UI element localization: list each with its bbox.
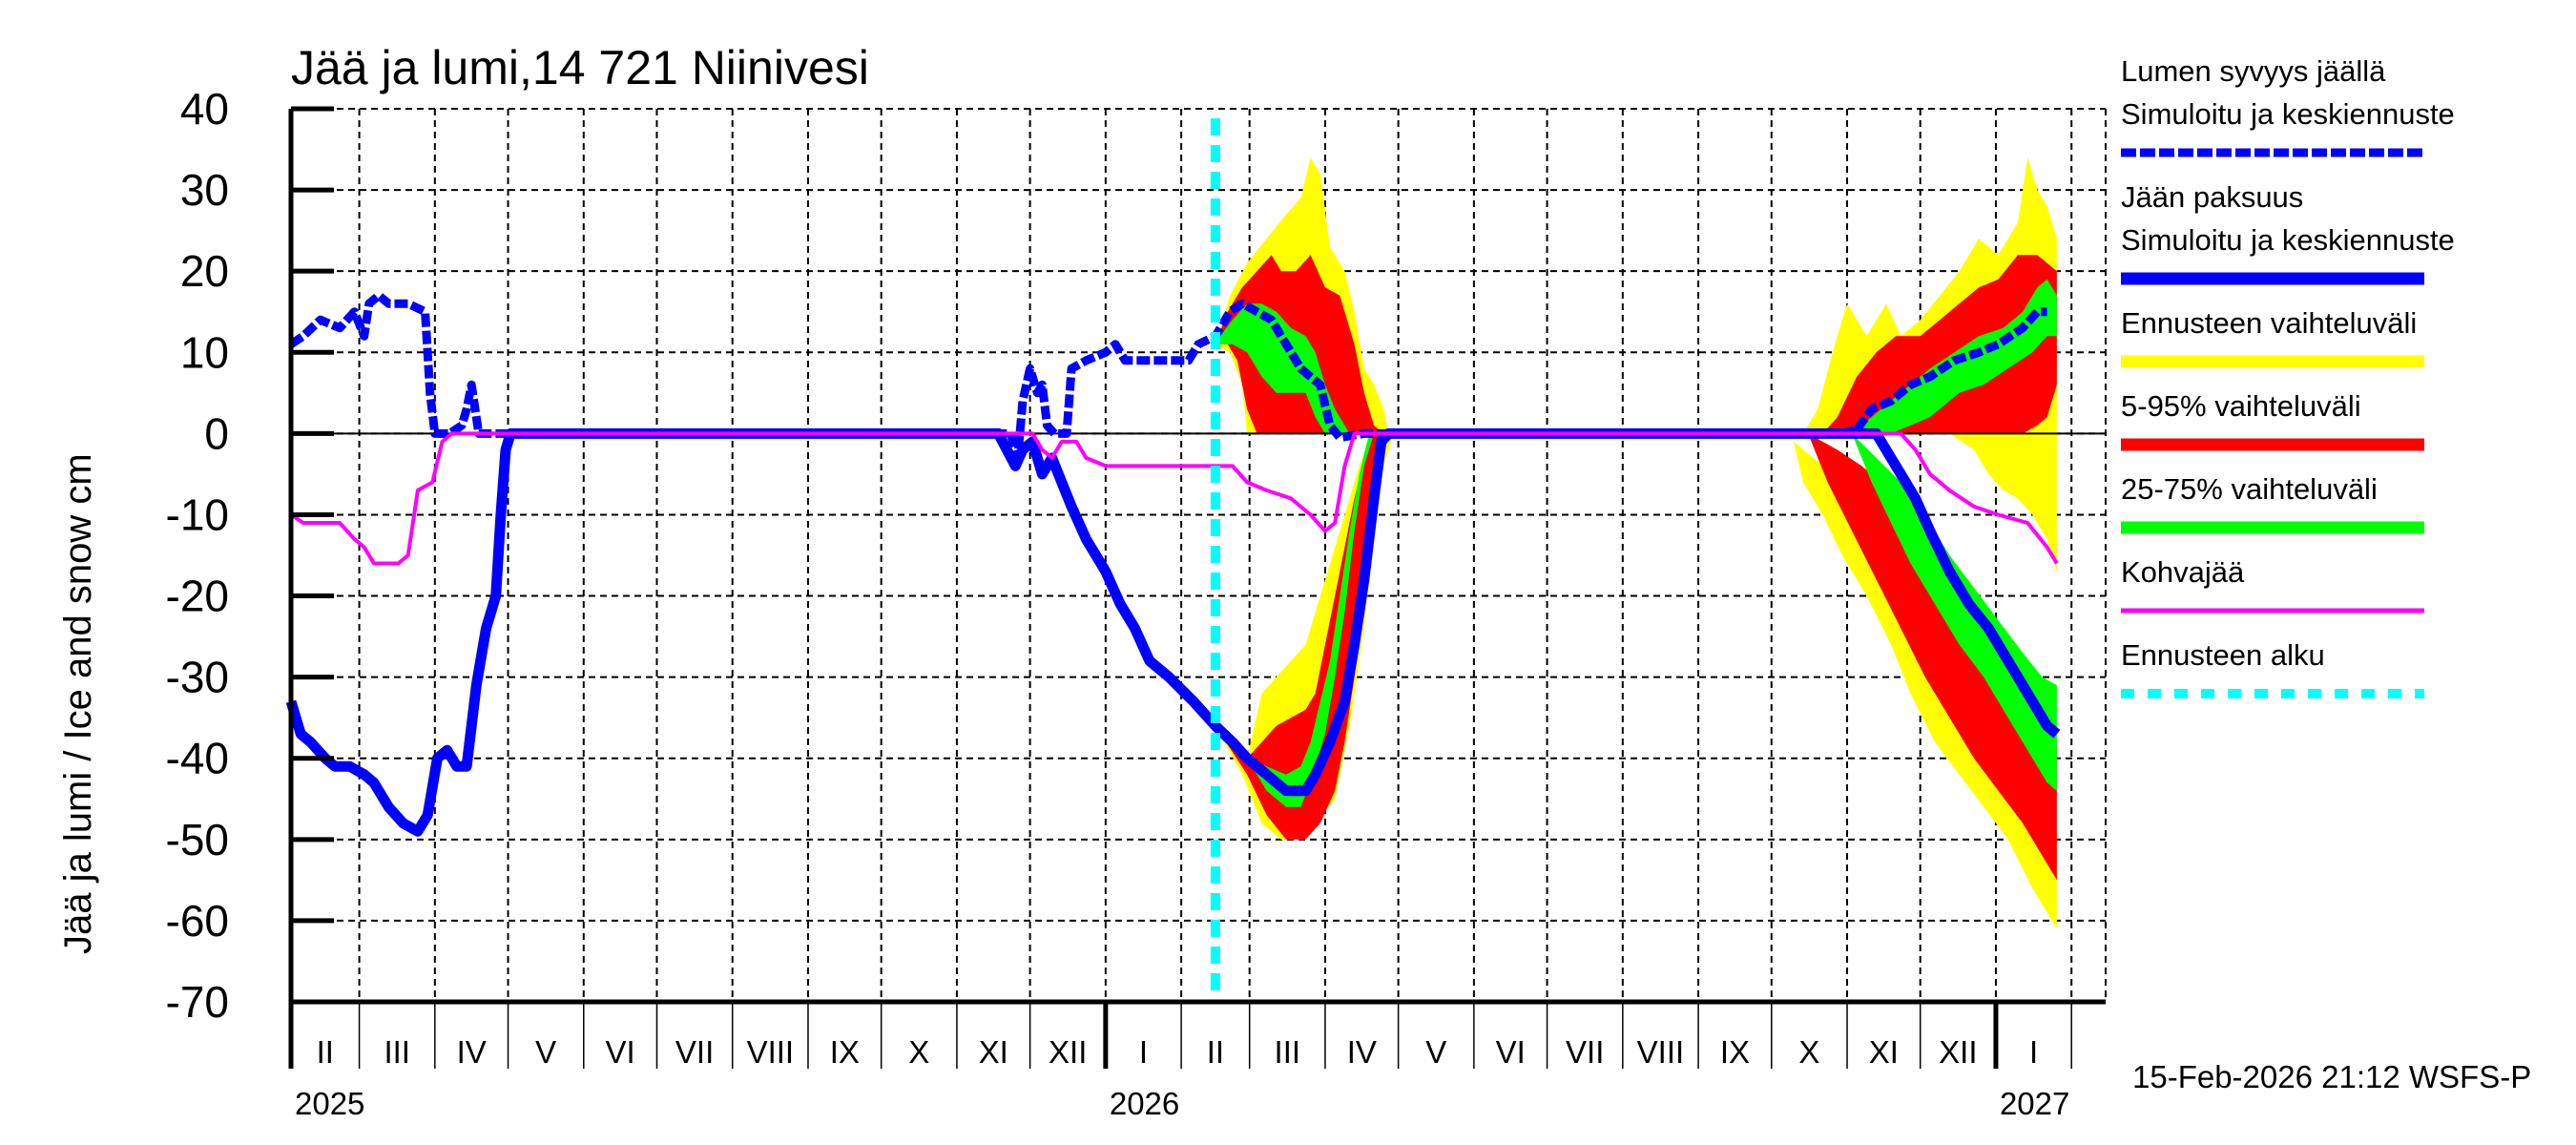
legend-item: 5-95% vaihteluväli: [2121, 389, 2424, 451]
legend-label: Lumen syvyys jäällä: [2121, 54, 2386, 88]
y-tick-label: -50: [166, 815, 229, 864]
legend-item: 25-75% vaihteluväli: [2121, 472, 2424, 534]
month-label: XI: [1869, 1034, 1899, 1070]
y-tick-label: 10: [180, 327, 229, 377]
band-25-75-vaihteluv-li: [1220, 303, 1350, 434]
month-label: XII: [1049, 1034, 1087, 1070]
series-lines: [285, 291, 2061, 837]
y-tick-label: 20: [180, 246, 229, 296]
y-tick-label: -10: [166, 489, 229, 539]
year-label: 2026: [1110, 1086, 1179, 1121]
month-label: V: [1425, 1034, 1446, 1070]
legend-item: Lumen syvyys jäällä Simuloitu ja keskienn…: [2121, 54, 2455, 157]
month-label: VI: [606, 1034, 635, 1070]
month-label: IX: [830, 1034, 860, 1070]
month-label: III: [1275, 1034, 1301, 1070]
month-label: V: [535, 1034, 556, 1070]
month-label: X: [908, 1034, 929, 1070]
month-label: I: [1139, 1034, 1148, 1070]
series-line: [288, 291, 2047, 463]
footer-timestamp: 15-Feb-2026 21:12 WSFS-P: [2132, 1059, 2531, 1094]
month-label: XII: [1939, 1034, 1977, 1070]
month-label: II: [1207, 1034, 1224, 1070]
y-tick-label: -20: [166, 572, 229, 621]
x-axis-month-ticks: II III IV V VI VII VIII IX X XI XII I II III IV V VI VII V…: [290, 1002, 2072, 1121]
legend-label: Kohvajää: [2121, 555, 2245, 589]
month-label: IV: [457, 1034, 487, 1070]
series-line: [289, 431, 2059, 566]
year-label: 2025: [295, 1086, 364, 1121]
y-tick-label: 0: [204, 408, 229, 458]
month-label: I: [2029, 1034, 2038, 1070]
legend-label: Ennusteen vaihteluväli: [2121, 306, 2417, 340]
y-tick-label: -70: [166, 977, 229, 1027]
legend-label: Ennusteen alku: [2121, 638, 2325, 672]
axes: [288, 106, 2107, 1069]
legend-label: Jään paksuus: [2121, 180, 2303, 214]
y-tick-label: 30: [180, 165, 229, 215]
legend-label: 5-95% vaihteluväli: [2121, 389, 2361, 423]
y-tick-label: -40: [166, 734, 229, 783]
legend-label: Simuloitu ja keskiennuste: [2121, 223, 2455, 257]
month-label: XI: [979, 1034, 1008, 1070]
month-label: IX: [1720, 1034, 1750, 1070]
legend-item: Kohvajää: [2121, 555, 2424, 614]
month-label: VI: [1496, 1034, 1526, 1070]
y-axis-ticks: 40 30 20 10 0 -10 -20 -30 -40 -50 -60 -70: [166, 84, 229, 1027]
year-label: 2027: [2000, 1086, 2069, 1121]
grid: [291, 108, 2106, 1003]
legend-label: 25-75% vaihteluväli: [2121, 472, 2378, 506]
y-axis-label: Jää ja lumi / Ice and snow cm: [57, 453, 99, 954]
legend: Lumen syvyys jäällä Simuloitu ja keskienn…: [2121, 54, 2455, 698]
month-label: VII: [675, 1034, 714, 1070]
y-tick-label: 40: [180, 84, 229, 134]
month-label: IV: [1347, 1034, 1377, 1070]
band-5-95-vaihteluv-li: [1215, 433, 1389, 840]
month-label: VIII: [1637, 1034, 1685, 1070]
month-label: VII: [1566, 1034, 1604, 1070]
band-5-95-vaihteluv-li: [1808, 433, 2057, 881]
forecast-bands: [1215, 157, 2057, 929]
y-tick-label: -60: [166, 896, 229, 946]
month-label: II: [317, 1034, 334, 1070]
band-25-75-vaihteluv-li: [1852, 433, 2057, 791]
month-label: VIII: [747, 1034, 795, 1070]
legend-item: Jään paksuus Simuloitu ja keskiennuste: [2121, 180, 2455, 285]
band-ennusteen-vaihteluv-li: [1793, 441, 2057, 929]
band-5-95-vaihteluv-li: [1822, 255, 2057, 434]
month-label: III: [384, 1034, 410, 1070]
y-tick-label: -30: [166, 653, 229, 702]
month-label: X: [1798, 1034, 1819, 1070]
legend-label: Simuloitu ja keskiennuste: [2121, 97, 2455, 131]
legend-item: Ennusteen alku: [2121, 638, 2424, 698]
series-line: [285, 427, 2061, 837]
legend-item: Ennusteen vaihteluväli: [2121, 306, 2424, 368]
chart-title: Jää ja lumi,14 721 Niinivesi: [291, 41, 869, 94]
